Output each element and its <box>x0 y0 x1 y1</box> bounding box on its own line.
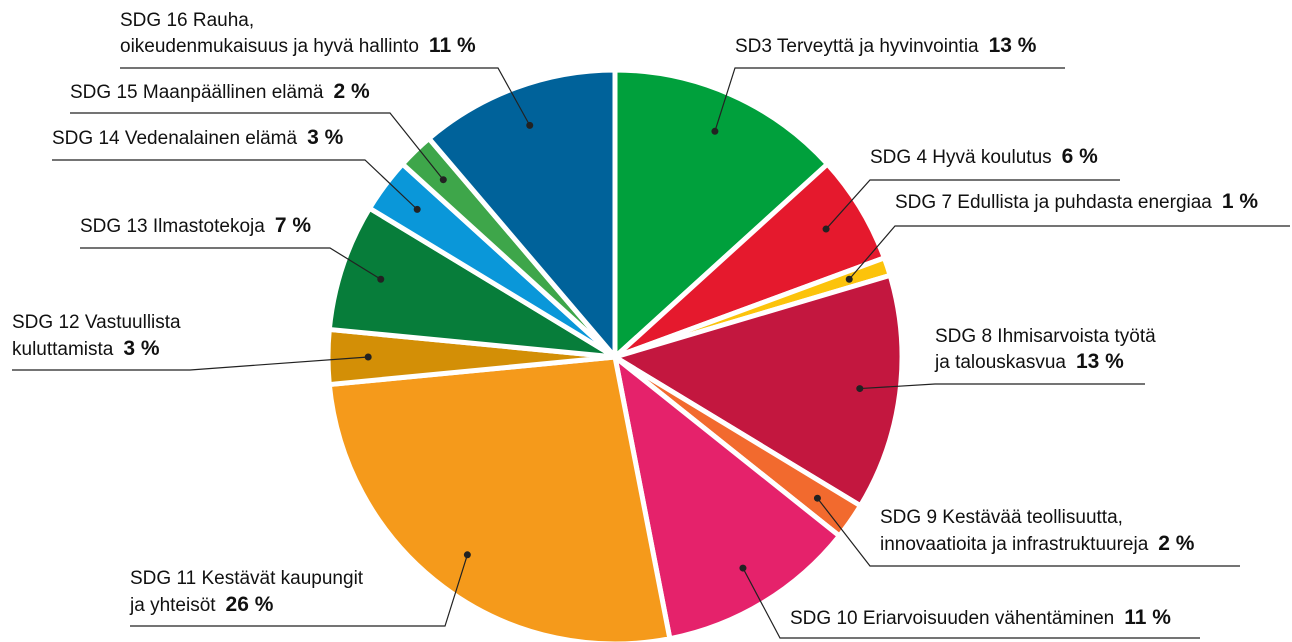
leader-dot <box>463 551 471 559</box>
slice-label: ja yhteisöt 26 % <box>129 593 274 616</box>
leader-dot <box>711 127 719 135</box>
slice-label: SDG 9 Kestävää teollisuutta, <box>880 507 1123 528</box>
leader-line <box>742 567 1200 639</box>
category-label: SDG 15 Maanpäällinen elämä <box>70 82 324 103</box>
value-label: 3 % <box>307 126 344 149</box>
category-label: SDG 16 Rauha, <box>120 10 254 31</box>
leader-line <box>120 67 531 126</box>
value-label: 1 % <box>1222 190 1259 213</box>
category-label: SDG 10 Eriarvoisuuden vähentäminen <box>790 608 1114 629</box>
leader-line <box>825 179 1120 230</box>
slice-label: innovaatioita ja infrastruktuureja 2 % <box>880 532 1195 555</box>
value-label: 26 % <box>226 593 274 616</box>
leader-line <box>848 225 1290 280</box>
leader-dot <box>856 385 864 393</box>
pie-slice <box>612 67 830 360</box>
slice-label: SDG 7 Edullista ja puhdasta energiaa 1 % <box>895 190 1258 213</box>
pie-slice <box>612 354 842 642</box>
category-label: SDG 12 Vastuullista <box>12 312 181 333</box>
value-label: 2 % <box>1158 532 1195 555</box>
slice-label: SDG 8 Ihmisarvoista työtä <box>935 326 1156 347</box>
category-label: kuluttamista <box>12 339 114 360</box>
leader-line <box>70 112 444 181</box>
category-label: SDG 9 Kestävää teollisuutta, <box>880 507 1123 528</box>
leader-line <box>859 383 1145 390</box>
slice-label: ja talouskasvua 13 % <box>934 350 1124 373</box>
slice-label: SDG 14 Vedenalainen elämä 3 % <box>52 126 344 149</box>
leader-dot <box>813 494 821 502</box>
category-label: SDG 4 Hyvä koulutus <box>870 147 1052 168</box>
slice-label: SDG 10 Eriarvoisuuden vähentäminen 11 % <box>790 606 1171 629</box>
slice-label: SDG 4 Hyvä koulutus 6 % <box>870 145 1098 168</box>
category-label: ja yhteisöt <box>129 595 216 616</box>
leader-dot <box>439 176 447 184</box>
pie-slice <box>326 205 618 360</box>
category-label: SDG 11 Kestävät kaupungit <box>130 568 364 589</box>
leader-dot <box>822 225 830 233</box>
category-label: SDG 8 Ihmisarvoista työtä <box>935 326 1156 347</box>
leader-line <box>714 67 1065 132</box>
value-label: 13 % <box>1076 350 1124 373</box>
leader-dot <box>377 275 385 283</box>
leader-line <box>52 159 418 210</box>
slice-label: SDG 11 Kestävät kaupungit <box>130 568 364 589</box>
leader-line <box>130 554 468 627</box>
leader-line <box>12 356 369 371</box>
category-label: SDG 7 Edullista ja puhdasta energiaa <box>895 192 1212 213</box>
value-label: 13 % <box>989 34 1037 57</box>
pie-slice <box>326 354 673 642</box>
pie-slice <box>612 272 905 509</box>
leader-dot <box>845 275 853 283</box>
leader-line <box>80 247 382 280</box>
slice-label: oikeudenmukaisuus ja hyvä hallinto 11 % <box>120 34 476 57</box>
leader-dot <box>739 564 747 572</box>
value-label: 6 % <box>1062 145 1099 168</box>
category-label: SDG 13 Ilmastotekoja <box>80 216 265 237</box>
pie-slice <box>426 67 618 360</box>
value-label: 11 % <box>429 34 476 57</box>
slice-label: SD3 Terveyttä ja hyvinvointia 13 % <box>735 34 1037 57</box>
value-label: 11 % <box>1124 606 1171 629</box>
value-label: 3 % <box>123 337 160 360</box>
leader-dot <box>364 353 372 361</box>
slice-label: kuluttamista 3 % <box>12 337 160 360</box>
slice-label: SDG 12 Vastuullista <box>12 312 181 333</box>
leader-dot <box>413 205 421 213</box>
value-label: 7 % <box>275 214 312 237</box>
category-label: innovaatioita ja infrastruktuureja <box>880 534 1149 555</box>
leader-line <box>816 497 1240 567</box>
category-label: oikeudenmukaisuus ja hyvä hallinto <box>120 36 419 57</box>
category-label: SDG 14 Vedenalainen elämä <box>52 128 297 149</box>
slice-label: SDG 16 Rauha, <box>120 10 254 31</box>
value-label: 2 % <box>334 80 371 103</box>
category-label: SD3 Terveyttä ja hyvinvointia <box>735 36 979 57</box>
slice-label: SDG 13 Ilmastotekoja 7 % <box>80 214 311 237</box>
slice-label: SDG 15 Maanpäällinen elämä 2 % <box>70 80 370 103</box>
leader-dot <box>526 121 534 129</box>
category-label: ja talouskasvua <box>934 352 1066 373</box>
